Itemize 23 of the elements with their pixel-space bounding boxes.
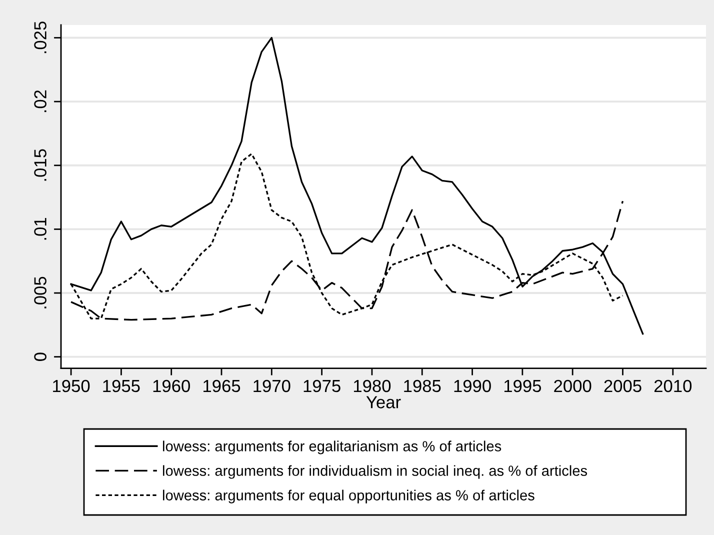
y-tick-label: .01 [34, 218, 46, 240]
x-tick-label: 1975 [304, 380, 340, 392]
y-tick-label: .02 [34, 90, 46, 112]
y-tick-label: .025 [34, 22, 46, 54]
x-tick-label: 2005 [604, 380, 642, 392]
x-tick-label: 2000 [554, 380, 592, 392]
x-tick-label: 1960 [153, 380, 190, 392]
x-tick-label: 1985 [404, 380, 441, 392]
y-tick-label: 0 [34, 352, 46, 361]
x-tick-label: 2010 [654, 380, 692, 392]
y-tick-label: .015 [34, 149, 46, 181]
legend-label: lowess: arguments for egalitarianism as % of articles [163, 440, 502, 454]
legend-label: lowess: arguments for individualism in social ineq. as % of articles [163, 465, 588, 479]
x-tick-label: 1990 [454, 380, 491, 392]
x-tick-label: 1995 [504, 380, 542, 392]
legend-label: lowess: arguments for equal opportunities as % of articles [163, 490, 534, 504]
y-tick-label: .005 [34, 276, 46, 308]
x-tick-label: 1980 [354, 380, 391, 392]
x-axis-title: Year [366, 396, 401, 408]
x-tick-label: 1955 [103, 380, 140, 392]
x-tick-label: 1970 [254, 380, 290, 392]
x-tick-label: 1965 [204, 380, 240, 392]
x-tick-label: 1950 [53, 380, 90, 392]
